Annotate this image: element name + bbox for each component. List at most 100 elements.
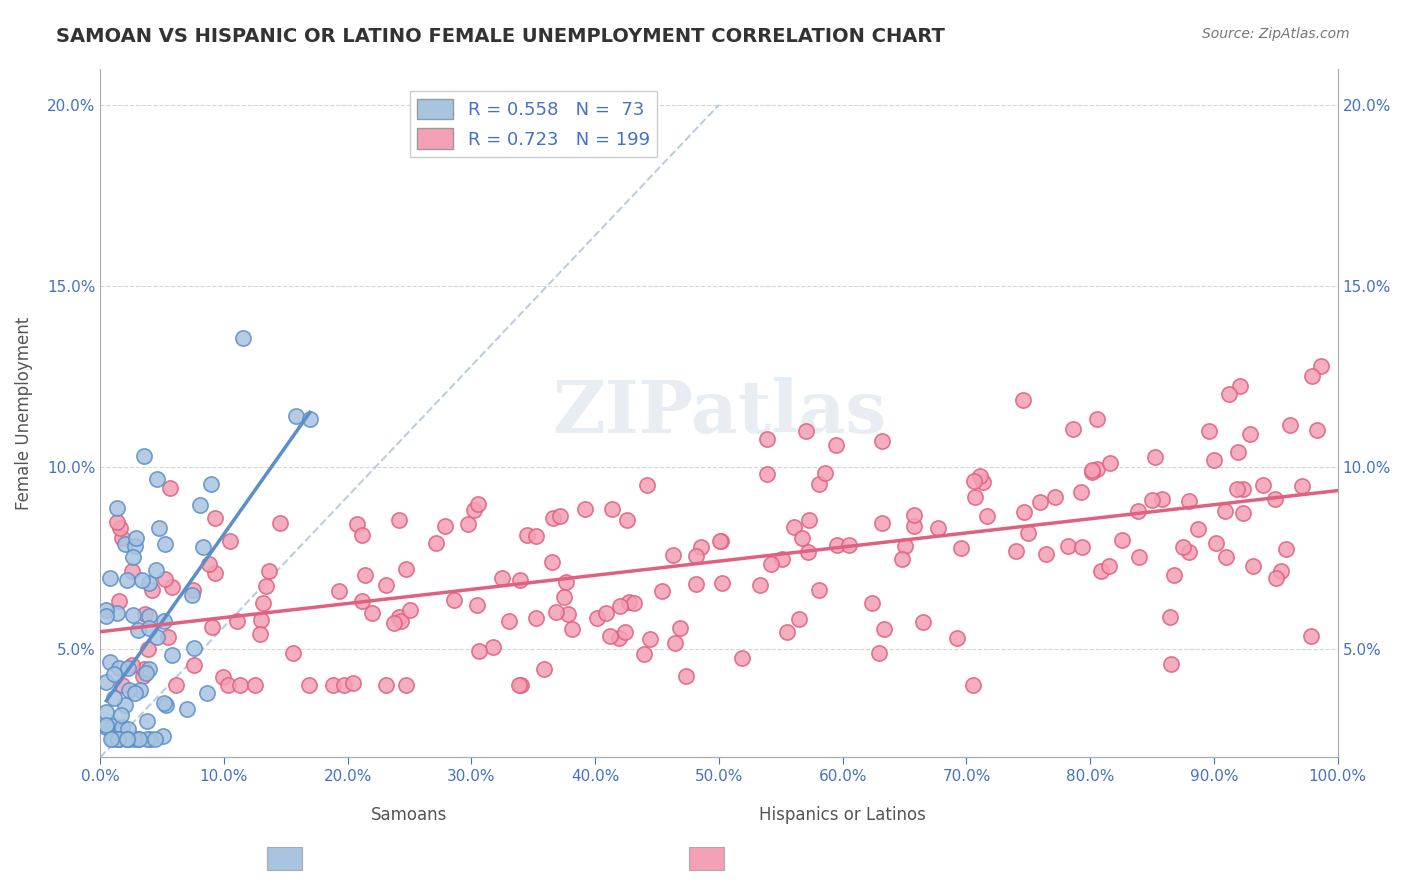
Point xyxy=(1301,628,1323,642)
Legend: R = 0.558   N =  73, R = 0.723   N = 199: R = 0.558 N = 73, R = 0.723 N = 199 xyxy=(409,91,657,156)
Point xyxy=(1226,482,1249,496)
Point xyxy=(284,409,307,423)
Point xyxy=(200,477,222,491)
Point xyxy=(1143,450,1166,464)
Point xyxy=(808,476,831,491)
Point xyxy=(193,540,215,554)
Point xyxy=(249,613,271,627)
Point xyxy=(600,502,623,516)
Point xyxy=(1085,412,1108,426)
Point xyxy=(155,698,177,712)
Point xyxy=(183,657,205,672)
Point xyxy=(152,729,174,743)
Point xyxy=(195,686,218,700)
Point xyxy=(710,534,733,549)
Point xyxy=(132,449,155,463)
Point xyxy=(395,562,418,576)
Point xyxy=(509,573,531,587)
Point xyxy=(1178,493,1201,508)
Point xyxy=(498,614,520,628)
Point xyxy=(121,658,143,673)
Point xyxy=(797,513,820,527)
Point xyxy=(675,669,697,683)
Point xyxy=(491,571,513,585)
Point xyxy=(96,609,118,624)
Point xyxy=(105,501,128,516)
Point xyxy=(96,602,118,616)
Point xyxy=(1275,542,1298,557)
Point xyxy=(1229,379,1251,393)
Point xyxy=(1029,495,1052,509)
Point xyxy=(1098,456,1121,470)
Point xyxy=(180,588,202,602)
Point xyxy=(127,732,149,747)
Point xyxy=(1043,491,1066,505)
Point xyxy=(201,620,224,634)
Point xyxy=(153,614,176,628)
Point xyxy=(787,612,810,626)
Point xyxy=(103,667,125,681)
Point xyxy=(138,621,160,635)
Point xyxy=(561,622,583,636)
Point xyxy=(1035,547,1057,561)
Point xyxy=(457,516,479,531)
Point xyxy=(710,576,733,591)
Point xyxy=(1301,369,1323,384)
Point xyxy=(1306,423,1329,437)
Point xyxy=(1218,386,1240,401)
Point xyxy=(1270,564,1292,578)
Point xyxy=(107,732,129,747)
Y-axis label: Female Unemployment: Female Unemployment xyxy=(15,317,32,509)
Point xyxy=(124,686,146,700)
Point xyxy=(128,732,150,747)
Point xyxy=(96,718,118,732)
Point xyxy=(1213,504,1236,518)
Point xyxy=(98,655,121,669)
Point xyxy=(709,533,731,548)
Point xyxy=(574,502,596,516)
Point xyxy=(159,481,181,495)
Point xyxy=(783,520,806,534)
Point xyxy=(135,732,157,747)
Point xyxy=(1081,463,1104,477)
Point xyxy=(467,643,489,657)
Text: Samoans: Samoans xyxy=(371,805,447,823)
Point xyxy=(1070,540,1092,554)
Point xyxy=(160,648,183,662)
Point xyxy=(257,564,280,578)
Point xyxy=(117,723,139,737)
Point xyxy=(134,662,156,676)
Point xyxy=(1264,492,1286,507)
Point xyxy=(138,609,160,624)
Point xyxy=(1265,571,1288,585)
Point xyxy=(121,549,143,564)
Point xyxy=(141,583,163,598)
Point xyxy=(135,665,157,680)
Point xyxy=(256,579,278,593)
Point xyxy=(543,511,565,525)
Point xyxy=(139,732,162,747)
Point xyxy=(124,539,146,553)
Point xyxy=(333,678,356,692)
Point xyxy=(395,678,418,692)
Point xyxy=(638,632,661,646)
Point xyxy=(1098,559,1121,574)
Point xyxy=(1215,550,1237,565)
Point xyxy=(870,434,893,449)
Point xyxy=(160,580,183,594)
Point xyxy=(114,698,136,713)
Point xyxy=(616,513,638,527)
Point xyxy=(1111,533,1133,548)
Point xyxy=(797,544,820,558)
Point xyxy=(111,720,134,734)
Point xyxy=(115,732,138,747)
Point xyxy=(138,662,160,676)
Point xyxy=(465,599,488,613)
Point xyxy=(756,467,779,481)
Point xyxy=(100,732,122,747)
Point xyxy=(1070,485,1092,500)
Point xyxy=(388,513,411,527)
Point xyxy=(969,468,991,483)
Point xyxy=(1005,544,1028,558)
Point xyxy=(108,594,131,608)
